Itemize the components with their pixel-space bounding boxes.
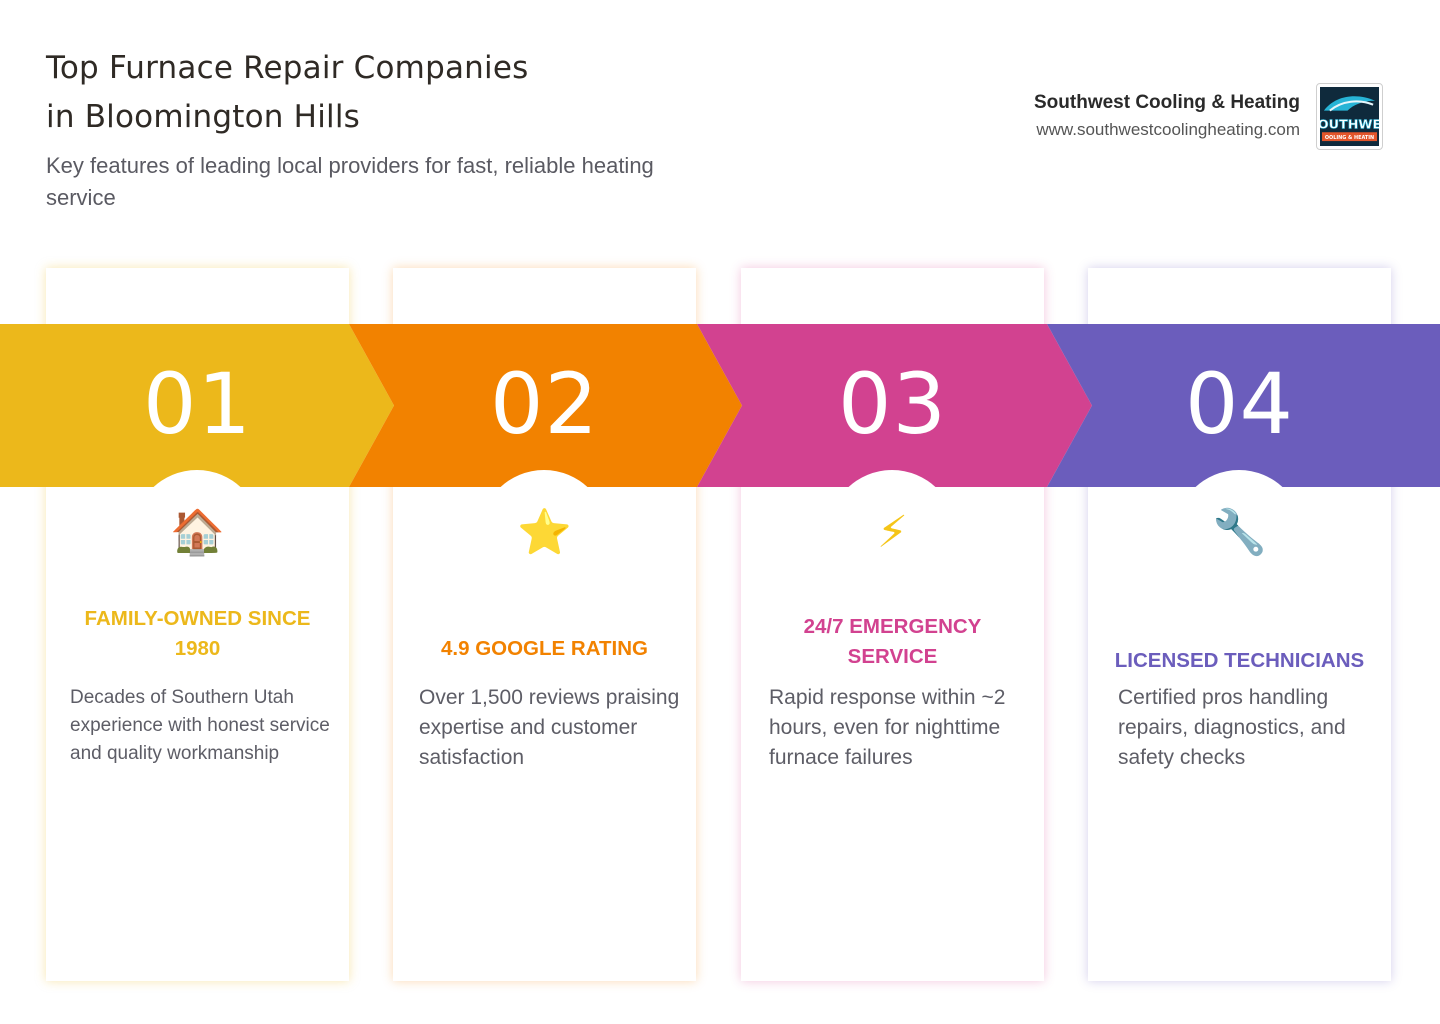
step-3-arrow — [697, 324, 1092, 487]
step-2-number: 02 — [490, 355, 599, 453]
step-3-notch — [848, 470, 936, 487]
page-title: Top Furnace Repair Companies in Blooming… — [46, 44, 606, 142]
step-1-label: FAMILY-OWNED SINCE 1980 — [84, 607, 311, 660]
step-1-description: Decades of Southern Utah experience with… — [70, 687, 330, 764]
step-2-label: 4.9 GOOGLE RATING — [441, 637, 648, 660]
brand-logo: OUTHWE OOLING & HEATIN — [1316, 83, 1383, 150]
step-4-arrow — [1047, 324, 1440, 487]
step-1-number: 01 — [143, 355, 252, 453]
star-icon: ⭐ — [517, 507, 572, 558]
step-1-notch — [153, 470, 241, 487]
lightning-icon: ⚡ — [877, 507, 908, 558]
wrench-icon: 🔧 — [1212, 507, 1267, 558]
step-2-notch — [500, 470, 588, 487]
brand-url[interactable]: www.southwestcoolingheating.com — [1036, 120, 1300, 139]
step-4-number: 04 — [1185, 355, 1294, 453]
step-3-number: 03 — [838, 355, 947, 453]
svg-text:OUTHWE: OUTHWE — [1320, 117, 1379, 132]
title-line-2: in Bloomington Hills — [46, 99, 360, 135]
step-4-label: LICENSED TECHNICIANS — [1114, 649, 1365, 672]
title-line-1: Top Furnace Repair Companies — [46, 50, 529, 86]
brand-block: Southwest Cooling & Heating www.southwes… — [1034, 90, 1300, 143]
step-2-arrow — [349, 324, 742, 487]
step-4-description: Certified pros handling repairs, diagnos… — [1118, 686, 1346, 769]
brand-logo-image: OUTHWE OOLING & HEATIN — [1320, 87, 1379, 146]
step-banner — [0, 324, 1440, 487]
step-2-description: Over 1,500 reviews praising expertise an… — [419, 686, 680, 769]
step-3-description: Rapid response within ~2 hours, even for… — [769, 686, 1006, 769]
house-icon: 🏠 — [170, 507, 225, 558]
step-3-label: 24/7 EMERGENCY SERVICE — [803, 615, 982, 668]
brand-name: Southwest Cooling & Heating — [1034, 92, 1300, 113]
page-subtitle: Key features of leading local providers … — [46, 153, 654, 210]
svg-text:OOLING & HEATIN: OOLING & HEATIN — [1325, 135, 1374, 141]
step-1-arrow — [0, 324, 394, 487]
step-4-notch — [1195, 470, 1283, 487]
